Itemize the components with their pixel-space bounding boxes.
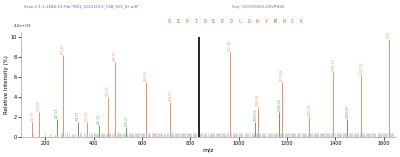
Text: 460.23: 460.23 [106,85,110,96]
Text: 536.23: 536.23 [124,116,128,126]
Text: 1449.69: 1449.69 [345,106,349,118]
Text: 1293.52: 1293.52 [308,104,312,116]
Text: 1069.51: 1069.51 [253,108,257,121]
Text: 147.07: 147.07 [30,111,34,121]
Text: 373.21: 373.21 [85,111,89,121]
Text: 1621.65: 1621.65 [387,25,391,38]
Text: 247.14: 247.14 [54,108,58,118]
Text: V: V [265,19,268,24]
Text: P: P [186,19,188,24]
Text: Seq: QSFDSSEDLDNVRNSK: Seq: QSFDSSEDLDNVRNSK [232,5,284,9]
Text: 488.26: 488.26 [113,50,117,61]
Text: L: L [238,19,241,24]
Text: 1168.58: 1168.58 [277,99,281,111]
Text: S: S [177,19,180,24]
Text: 1080.41: 1080.41 [256,94,260,106]
Text: E: E [221,19,224,24]
Text: N: N [256,19,259,24]
Text: S: S [291,19,294,24]
Text: Q: Q [168,19,171,24]
Text: 334.17: 334.17 [76,111,80,121]
Text: 718.33: 718.33 [168,91,172,101]
Text: S: S [212,19,215,24]
Text: D: D [230,19,232,24]
Text: 1507.62: 1507.62 [359,61,363,74]
Text: D: D [247,19,250,24]
Text: D: D [203,19,206,24]
X-axis label: m/z: m/z [203,148,214,153]
Text: 965.38: 965.38 [228,40,232,51]
Y-axis label: Relative Intensity (%): Relative Intensity (%) [4,55,9,114]
Text: 618.29: 618.29 [144,70,148,81]
Text: I: I [194,19,197,24]
Text: K: K [300,19,303,24]
Text: 1179.48: 1179.48 [280,69,284,81]
Text: 272.16: 272.16 [60,43,64,54]
Text: Scan:1.1.1.1848.23 File:"MX1_10111013_CSB_001_ID.wiff": Scan:1.1.1.1848.23 File:"MX1_10111013_CS… [24,5,139,9]
Text: 1392.59: 1392.59 [332,58,336,71]
Text: N: N [282,19,285,24]
Text: 4.0e+03: 4.0e+03 [14,24,31,28]
Text: R: R [274,19,276,24]
Text: 173.09: 173.09 [37,100,41,111]
Text: 421.20: 421.20 [97,114,101,124]
